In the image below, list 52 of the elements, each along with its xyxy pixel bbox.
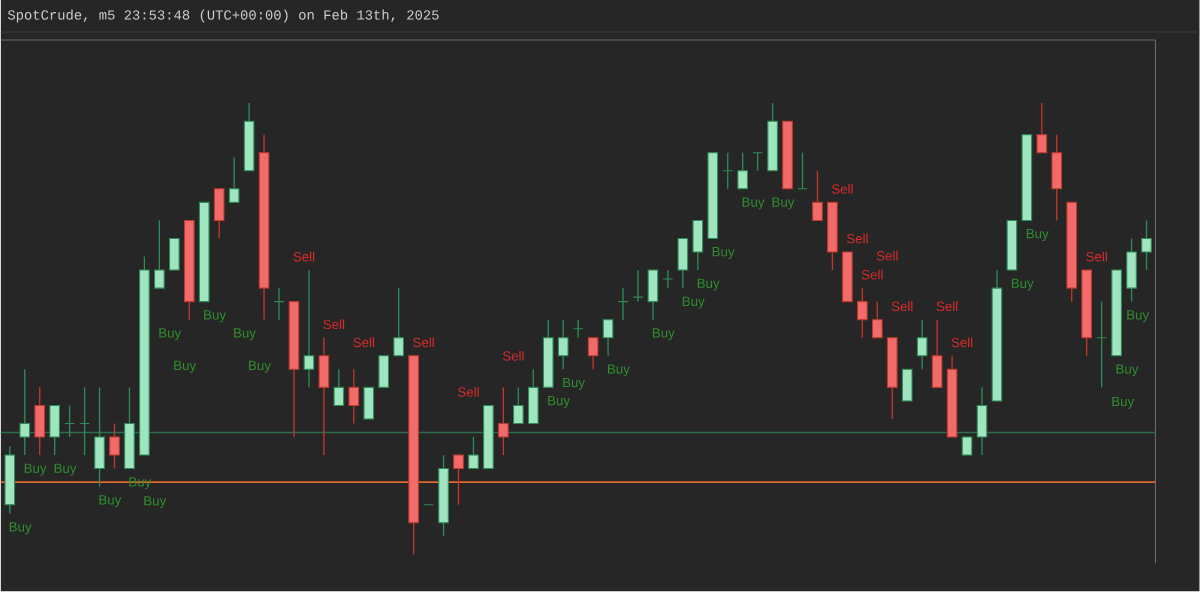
candlestick [647, 269, 659, 321]
candlestick [378, 355, 390, 389]
candlestick [857, 287, 868, 339]
candlestick [602, 319, 614, 357]
candlestick [752, 152, 763, 172]
candlestick [333, 369, 345, 407]
candlestick [154, 220, 165, 290]
candlestick [273, 287, 285, 321]
candlestick [49, 405, 60, 457]
candlestick [1051, 134, 1063, 222]
candlestick [662, 269, 674, 290]
candlestick [19, 369, 31, 457]
candlestick [79, 387, 90, 457]
candlestick [303, 269, 315, 389]
candlestick [109, 423, 120, 470]
candlestick [64, 405, 75, 439]
candlestick [916, 319, 928, 371]
candlestick [797, 152, 808, 190]
candlestick [572, 319, 584, 339]
candlestick [737, 152, 748, 190]
candlestick [1036, 102, 1048, 154]
candlestick [632, 269, 644, 303]
candlestick [124, 387, 135, 470]
candlestick [976, 387, 988, 457]
candlestick [213, 188, 225, 240]
candlestick [677, 238, 689, 290]
candlestick [1096, 301, 1107, 389]
candlestick [169, 238, 180, 271]
candlestick [617, 287, 629, 321]
candlestick [1141, 220, 1152, 272]
candlestick [587, 337, 599, 371]
candlestick [468, 436, 479, 470]
candlestick [1126, 238, 1137, 303]
candlestick [527, 369, 539, 425]
candlestick [34, 387, 46, 457]
candlestick [931, 319, 943, 389]
candlestick [348, 369, 360, 425]
candlestick [812, 170, 823, 222]
candlestick [498, 387, 509, 457]
candlestick [513, 387, 524, 425]
candlestick [557, 319, 569, 371]
candlestick [393, 287, 404, 357]
candlestick [722, 152, 734, 190]
candlestick [94, 387, 105, 488]
candlestick [961, 436, 973, 456]
candlestick [318, 337, 330, 457]
candlestick [453, 454, 464, 506]
candlestick [692, 220, 704, 272]
candlestick [871, 301, 883, 339]
candlestick [228, 156, 240, 204]
candlestick [901, 369, 913, 402]
candlestick [363, 387, 375, 420]
